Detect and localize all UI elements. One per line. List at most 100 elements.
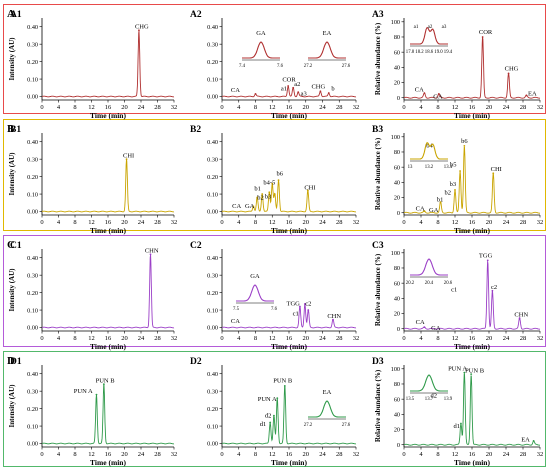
x-tick-label: 32 bbox=[537, 104, 544, 111]
y-axis-title: Relative abundance (%) bbox=[374, 22, 382, 95]
peak-label: CHN bbox=[145, 247, 159, 254]
peak-label: CHG bbox=[311, 84, 325, 91]
series-line bbox=[41, 384, 175, 445]
panel-label: D2 bbox=[190, 357, 202, 367]
x-tick-label: 28 bbox=[336, 451, 343, 458]
x-tick-label: 0 bbox=[402, 335, 405, 342]
peak-label: PUN B bbox=[273, 377, 293, 384]
x-tick-label: 12 bbox=[452, 451, 459, 458]
panel-label: B2 bbox=[190, 125, 201, 135]
panel-label: A3 bbox=[372, 10, 384, 20]
x-axis-title: Time (min) bbox=[454, 458, 490, 467]
peak-point bbox=[306, 189, 309, 192]
x-tick-label: 28 bbox=[520, 451, 527, 458]
inset-tick-label: 18.2 bbox=[415, 50, 424, 55]
x-tick-label: 20 bbox=[486, 335, 493, 342]
x-tick-label: 4 bbox=[419, 219, 423, 226]
x-tick-label: 20 bbox=[486, 219, 493, 226]
x-tick-label: 24 bbox=[319, 451, 326, 458]
y-tick-label: 0.10 bbox=[27, 76, 38, 83]
y-tick-label: 0.40 bbox=[207, 255, 218, 262]
x-tick-label: 0 bbox=[220, 335, 223, 342]
y-tick-label: 100 bbox=[391, 250, 400, 257]
panel-label: A1 bbox=[10, 10, 22, 20]
x-tick-label: 32 bbox=[171, 219, 178, 226]
inset: EA 27.2 27.6 bbox=[304, 389, 351, 428]
peak-label: d2 bbox=[265, 412, 272, 419]
peak-label: a2 bbox=[294, 81, 300, 88]
x-tick-label: 24 bbox=[138, 451, 145, 458]
y-tick-label: 0.00 bbox=[207, 94, 218, 101]
peak-label: GA bbox=[245, 203, 255, 210]
panel-label: D3 bbox=[372, 357, 384, 367]
inset-title: GA bbox=[250, 273, 260, 280]
peak-point bbox=[273, 193, 276, 195]
peak-point bbox=[463, 371, 466, 374]
chart-d1: D1 0 4 8 12 16 20 24 28 32 0.00 0.10 0.20 0.30 0.40 Tim… bbox=[8, 357, 177, 467]
x-tick-label: 20 bbox=[121, 335, 128, 342]
x-tick-label: 24 bbox=[503, 451, 510, 458]
peak-point bbox=[304, 303, 306, 305]
x-tick-label: 32 bbox=[171, 104, 178, 111]
peak-label: EA bbox=[521, 437, 530, 444]
peak-point bbox=[277, 179, 280, 182]
x-tick-label: 28 bbox=[154, 335, 161, 342]
y-tick-label: 0.10 bbox=[207, 307, 218, 314]
y-tick-label: 100 bbox=[391, 366, 400, 373]
peak-label: c1 bbox=[293, 310, 299, 317]
panel-label: C2 bbox=[190, 241, 202, 251]
peak-point bbox=[518, 317, 521, 319]
peak-label: b3 bbox=[450, 181, 457, 188]
peak-point bbox=[486, 259, 489, 262]
peak-label: PUN A bbox=[74, 388, 93, 395]
peak-label: CA bbox=[416, 319, 425, 326]
inset-tick-label: 13.7 bbox=[425, 397, 434, 402]
series-line bbox=[403, 146, 540, 214]
row-letter-b: B bbox=[7, 123, 15, 135]
x-tick-label: 28 bbox=[336, 104, 343, 111]
x-tick-label: 0 bbox=[40, 451, 43, 458]
inset-line bbox=[308, 41, 346, 59]
inset-tick-label: 7.4 bbox=[239, 64, 246, 69]
x-tick-label: 16 bbox=[105, 219, 112, 226]
panel-label: D1 bbox=[10, 357, 22, 367]
series-line bbox=[403, 261, 540, 330]
inset-line bbox=[410, 374, 448, 392]
inset: 20.2 20.4 20.6 bbox=[406, 258, 453, 286]
inset-peak-label: a1 bbox=[414, 25, 419, 30]
y-tick-label: 60 bbox=[394, 396, 400, 403]
y-tick-label: 80 bbox=[394, 34, 400, 41]
x-tick-label: 20 bbox=[303, 451, 310, 458]
x-tick-label: 4 bbox=[57, 335, 61, 342]
x-tick-label: 4 bbox=[237, 335, 241, 342]
peak-point bbox=[454, 189, 456, 191]
y-tick-label: 100 bbox=[391, 134, 400, 141]
peak-point bbox=[491, 289, 494, 292]
x-tick-label: 12 bbox=[269, 104, 276, 111]
series-line bbox=[221, 180, 357, 213]
inset-tick-label: 20.2 bbox=[406, 281, 415, 286]
inset-tick-label: 19.4 bbox=[444, 50, 453, 55]
peak-label: PUN A bbox=[448, 365, 467, 372]
x-tick-label: 0 bbox=[220, 219, 223, 226]
row-letter-c: C bbox=[7, 239, 15, 251]
inset-tick-label: 13.4 bbox=[444, 165, 453, 170]
x-axis-title: Time (min) bbox=[454, 226, 490, 235]
x-tick-label: 4 bbox=[237, 451, 241, 458]
y-tick-label: 20 bbox=[394, 311, 400, 318]
inset-tick-label: 7.6 bbox=[271, 307, 278, 312]
y-tick-label: 0.10 bbox=[207, 423, 218, 430]
peak-point bbox=[269, 421, 272, 424]
x-axis-title: Time (min) bbox=[454, 342, 490, 351]
y-tick-label: 0.20 bbox=[207, 174, 218, 181]
y-tick-label: 0.00 bbox=[207, 209, 218, 216]
x-tick-label: 12 bbox=[452, 104, 459, 111]
x-tick-label: 28 bbox=[520, 335, 527, 342]
x-tick-label: 20 bbox=[486, 104, 493, 111]
y-tick-label: 100 bbox=[391, 19, 400, 26]
x-tick-label: 12 bbox=[269, 335, 276, 342]
y-tick-label: 0.30 bbox=[27, 156, 38, 163]
y-tick-label: 0.00 bbox=[207, 441, 218, 448]
y-tick-label: 0.30 bbox=[207, 156, 218, 163]
